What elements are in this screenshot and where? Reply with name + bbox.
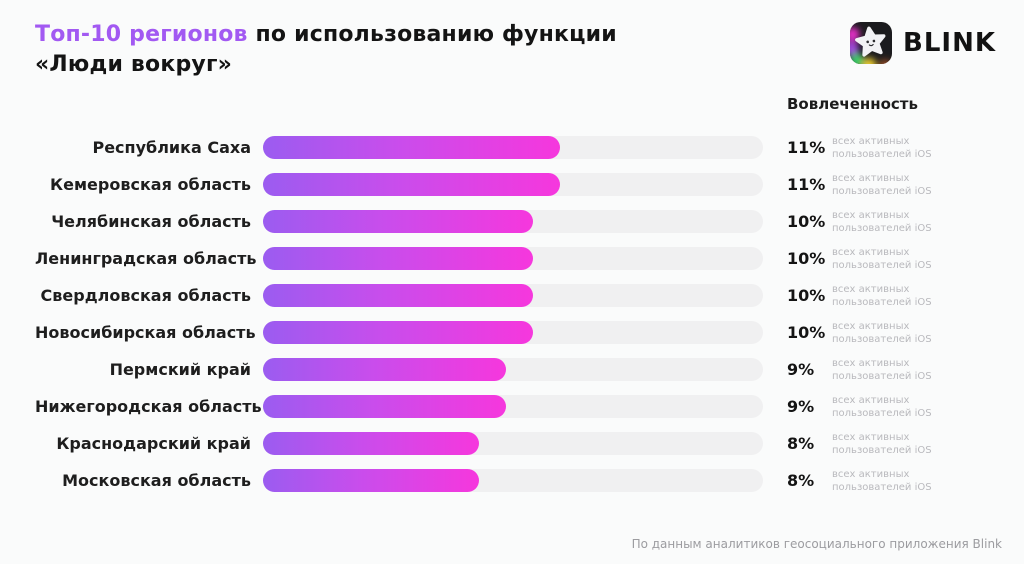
- chart-row: Челябинская область 10% всех активных по…: [35, 203, 1005, 240]
- engagement-value: 8%: [787, 434, 815, 453]
- region-label: Ленинградская область: [35, 249, 257, 268]
- bar-fill: [263, 432, 480, 455]
- chart-row: Пермский край 9% всех активных пользоват…: [35, 351, 1005, 388]
- bar-track: [263, 284, 763, 307]
- chart-row: Краснодарский край 8% всех активных поль…: [35, 425, 1005, 462]
- bar-fill: [263, 247, 534, 270]
- bar-track: [263, 395, 763, 418]
- engagement-caption: всех активных пользователей iOS: [832, 172, 932, 197]
- chart-row: Кемеровская область 11% всех активных по…: [35, 166, 1005, 203]
- bar-track: [263, 136, 763, 159]
- chart-row: Новосибирская область 10% всех активных …: [35, 314, 1005, 351]
- region-label: Челябинская область: [51, 212, 251, 231]
- blink-wordmark: BLINK: [903, 28, 996, 58]
- chart-row: Ленинградская область 10% всех активных …: [35, 240, 1005, 277]
- blink-app-icon: [850, 22, 893, 64]
- region-label: Свердловская область: [40, 286, 251, 305]
- region-label: Республика Саха: [92, 138, 251, 157]
- bar-fill: [263, 136, 561, 159]
- bar-fill: [263, 469, 480, 492]
- page-title: Топ-10 регионов по использованию функции…: [35, 20, 635, 80]
- engagement-value: 8%: [787, 471, 815, 490]
- engagement-caption: всех активных пользователей iOS: [832, 394, 932, 419]
- bar-track: [263, 247, 763, 270]
- bar-track: [263, 358, 763, 381]
- region-label: Новосибирская область: [35, 323, 256, 342]
- engagement-caption: всех активных пользователей iOS: [832, 431, 932, 456]
- engagement-value: 11%: [787, 175, 826, 194]
- engagement-value: 11%: [787, 138, 826, 157]
- bar-fill: [263, 321, 534, 344]
- chart-row: Московская область 8% всех активных поль…: [35, 462, 1005, 499]
- bar-track: [263, 432, 763, 455]
- bar-track: [263, 469, 763, 492]
- region-label: Нижегородская область: [35, 397, 262, 416]
- engagement-caption: всех активных пользователей iOS: [832, 246, 932, 271]
- engagement-value: 10%: [787, 286, 826, 305]
- engagement-column-header: Вовлеченность: [787, 95, 918, 113]
- region-label: Московская область: [62, 471, 251, 490]
- region-label: Пермский край: [109, 360, 251, 379]
- bar-fill: [263, 284, 534, 307]
- engagement-value: 10%: [787, 323, 826, 342]
- engagement-caption: всех активных пользователей iOS: [832, 468, 932, 493]
- region-label: Кемеровская область: [50, 175, 251, 194]
- engagement-caption: всех активных пользователей iOS: [832, 283, 932, 308]
- chart-row: Свердловская область 10% всех активных п…: [35, 277, 1005, 314]
- engagement-value: 10%: [787, 249, 826, 268]
- bar-fill: [263, 358, 507, 381]
- blink-logo: BLINK: [850, 22, 996, 64]
- engagement-caption: всех активных пользователей iOS: [832, 320, 932, 345]
- bar-track: [263, 321, 763, 344]
- title-highlight: Топ-10 регионов: [35, 22, 248, 47]
- title-rest: по использованию функции «Люди вокруг»: [35, 22, 617, 77]
- engagement-caption: всех активных пользователей iOS: [832, 135, 932, 160]
- bar-track: [263, 210, 763, 233]
- bar-fill: [263, 395, 507, 418]
- bar-track: [263, 173, 763, 196]
- chart-rows: Республика Саха 11% всех активных пользо…: [35, 129, 1005, 499]
- bar-fill: [263, 210, 534, 233]
- engagement-caption: всех активных пользователей iOS: [832, 209, 932, 234]
- chart-row: Республика Саха 11% всех активных пользо…: [35, 129, 1005, 166]
- engagement-caption: всех активных пользователей iOS: [832, 357, 932, 382]
- engagement-value: 9%: [787, 397, 815, 416]
- star-mascot: [855, 26, 886, 57]
- engagement-value: 9%: [787, 360, 815, 379]
- source-note: По данным аналитиков геосоциального прил…: [631, 537, 1002, 551]
- bar-fill: [263, 173, 561, 196]
- chart-row: Нижегородская область 9% всех активных п…: [35, 388, 1005, 425]
- region-label: Краснодарский край: [56, 434, 251, 453]
- engagement-value: 10%: [787, 212, 826, 231]
